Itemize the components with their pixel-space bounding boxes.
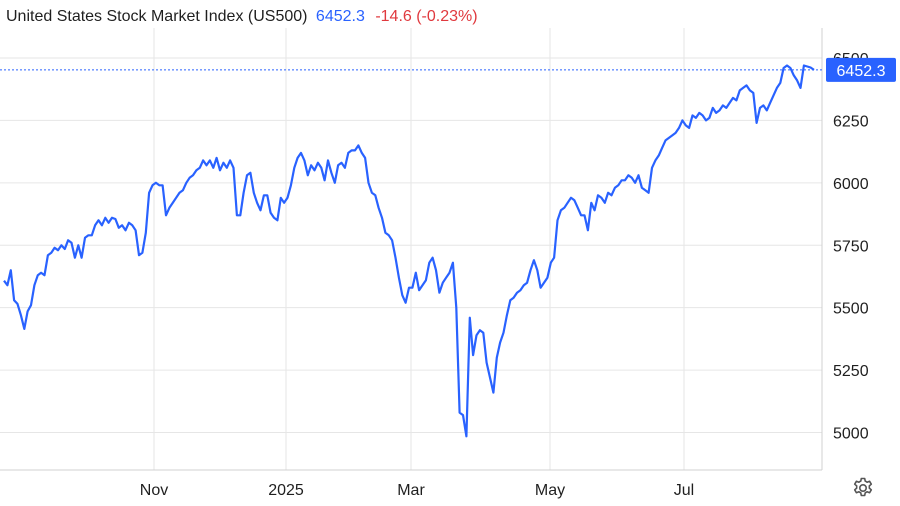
- chart-title: United States Stock Market Index (US500): [6, 8, 308, 25]
- price-change: -14.6 (-0.23%): [375, 8, 478, 25]
- x-tick-label: Jul: [674, 482, 694, 499]
- chart-header: United States Stock Market Index (US500)…: [6, 8, 478, 26]
- current-price: 6452.3: [315, 8, 365, 25]
- last-price-label: 6452.3: [837, 63, 886, 80]
- x-tick-label: Nov: [140, 482, 168, 499]
- y-tick-label: 6000: [833, 176, 869, 193]
- price-line: [3, 64, 815, 438]
- y-tick-label: 6250: [833, 113, 869, 130]
- y-tick-label: 5000: [833, 426, 869, 443]
- last-price-label-box: [826, 57, 896, 82]
- y-tick-label: 5750: [833, 238, 869, 255]
- y-tick-label: 5250: [833, 363, 869, 380]
- x-tick-label: 2025: [268, 482, 304, 499]
- y-tick-label: 5500: [833, 301, 869, 318]
- x-tick-label: May: [535, 482, 565, 499]
- x-tick-label: Mar: [397, 482, 425, 499]
- gear-icon[interactable]: [851, 476, 875, 500]
